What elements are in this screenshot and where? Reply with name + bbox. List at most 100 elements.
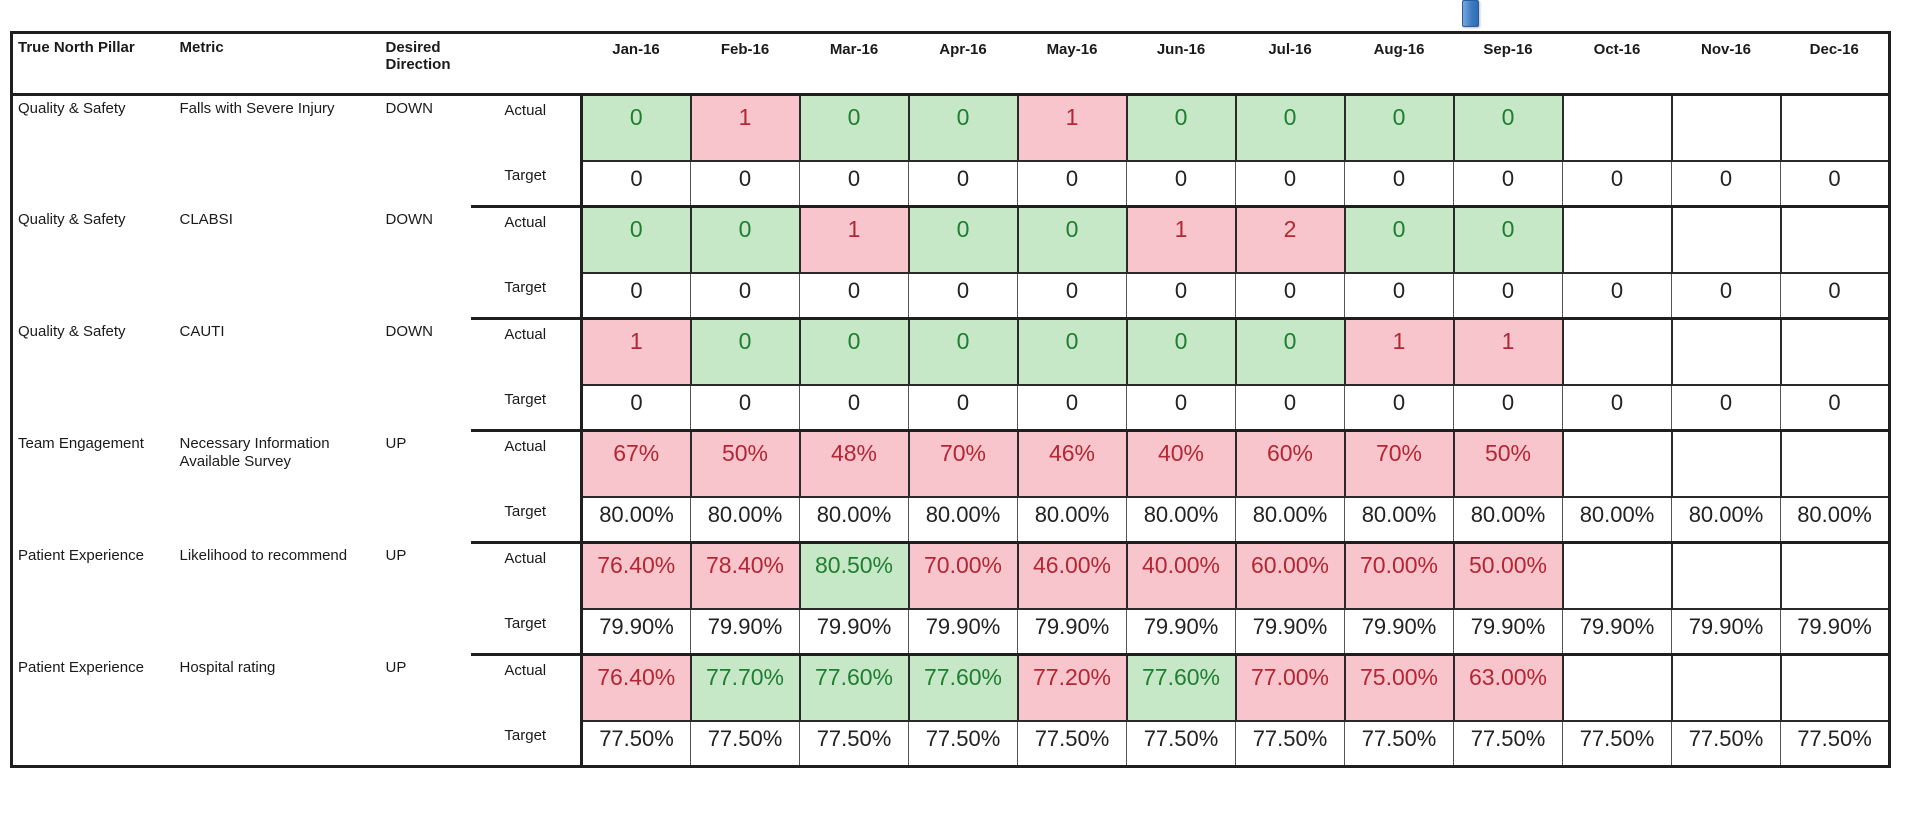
target-value-cell[interactable]: 77.50%: [1780, 720, 1890, 768]
target-value-cell[interactable]: 80.00%: [908, 496, 1018, 544]
actual-value-cell[interactable]: 70%: [1343, 430, 1454, 498]
actual-value-cell[interactable]: [1561, 430, 1672, 498]
target-value-cell[interactable]: 79.90%: [1126, 608, 1236, 656]
metric-name-cell[interactable]: CAUTI: [179, 322, 225, 340]
target-value-cell[interactable]: 79.90%: [1344, 608, 1454, 656]
target-value-cell[interactable]: 0: [1126, 272, 1236, 320]
target-value-cell[interactable]: 77.50%: [1671, 720, 1781, 768]
metric-name-cell[interactable]: Necessary Information Available Survey: [179, 434, 330, 471]
target-value-cell[interactable]: 0: [1453, 384, 1563, 432]
actual-value-cell[interactable]: 46%: [1016, 430, 1127, 498]
actual-value-cell[interactable]: 60.00%: [1234, 542, 1345, 610]
actual-value-cell[interactable]: 78.40%: [689, 542, 800, 610]
actual-value-cell[interactable]: 40%: [1125, 430, 1236, 498]
target-value-cell[interactable]: 80.00%: [1344, 496, 1454, 544]
actual-value-cell[interactable]: 76.40%: [580, 654, 691, 722]
target-value-cell[interactable]: 0: [1235, 160, 1345, 208]
target-value-cell[interactable]: 0: [690, 160, 800, 208]
actual-value-cell[interactable]: 77.70%: [689, 654, 800, 722]
actual-value-cell[interactable]: 0: [1234, 318, 1345, 386]
target-value-cell[interactable]: 0: [1562, 160, 1672, 208]
target-value-cell[interactable]: 79.90%: [1562, 608, 1672, 656]
actual-value-cell[interactable]: 67%: [580, 430, 691, 498]
desired-direction-cell[interactable]: UP: [385, 546, 407, 564]
blue-scroll-marker-icon[interactable]: [1462, 0, 1479, 27]
target-value-cell[interactable]: 0: [1017, 160, 1127, 208]
desired-direction-cell[interactable]: UP: [385, 658, 407, 676]
metric-name-cell[interactable]: Likelihood to recommend: [179, 546, 348, 564]
target-value-cell[interactable]: 0: [1235, 272, 1345, 320]
target-value-cell[interactable]: 80.00%: [1671, 496, 1781, 544]
actual-value-cell[interactable]: [1779, 654, 1890, 722]
target-value-cell[interactable]: 0: [580, 160, 691, 208]
target-value-cell[interactable]: 0: [799, 272, 909, 320]
pillar-cell[interactable]: Quality & Safety: [18, 100, 126, 117]
target-value-cell[interactable]: 80.00%: [1562, 496, 1672, 544]
actual-value-cell[interactable]: [1561, 318, 1672, 386]
actual-value-cell[interactable]: 0: [689, 206, 800, 274]
pillar-cell[interactable]: Patient Experience: [18, 546, 144, 564]
actual-value-cell[interactable]: [1779, 206, 1890, 274]
target-value-cell[interactable]: 0: [580, 384, 691, 432]
target-value-cell[interactable]: 0: [1671, 384, 1781, 432]
actual-value-cell[interactable]: 0: [1452, 206, 1563, 274]
actual-value-cell[interactable]: 1: [1452, 318, 1563, 386]
target-value-cell[interactable]: 0: [580, 272, 691, 320]
target-value-cell[interactable]: 0: [1780, 272, 1890, 320]
target-value-cell[interactable]: 0: [690, 272, 800, 320]
target-value-cell[interactable]: 0: [1235, 384, 1345, 432]
actual-value-cell[interactable]: 0: [689, 318, 800, 386]
target-value-cell[interactable]: 79.90%: [1453, 608, 1563, 656]
actual-value-cell[interactable]: 0: [1016, 206, 1127, 274]
target-value-cell[interactable]: 80.00%: [1453, 496, 1563, 544]
actual-value-cell[interactable]: 76.40%: [580, 542, 691, 610]
actual-value-cell[interactable]: [1670, 206, 1781, 274]
target-value-cell[interactable]: 79.90%: [1235, 608, 1345, 656]
pillar-cell[interactable]: Quality & Safety: [18, 210, 126, 228]
target-value-cell[interactable]: 80.00%: [1780, 496, 1890, 544]
metric-name-cell[interactable]: CLABSI: [179, 210, 233, 228]
actual-value-cell[interactable]: 50%: [689, 430, 800, 498]
actual-value-cell[interactable]: [1670, 654, 1781, 722]
actual-value-cell[interactable]: 1: [798, 206, 909, 274]
target-value-cell[interactable]: 0: [799, 160, 909, 208]
target-value-cell[interactable]: 77.50%: [690, 720, 800, 768]
actual-value-cell[interactable]: 0: [1343, 94, 1454, 162]
target-value-cell[interactable]: 79.90%: [1780, 608, 1890, 656]
actual-value-cell[interactable]: 0: [907, 94, 1018, 162]
target-value-cell[interactable]: 77.50%: [908, 720, 1018, 768]
actual-value-cell[interactable]: 0: [1016, 318, 1127, 386]
metric-name-cell[interactable]: Falls with Severe Injury: [179, 100, 335, 117]
pillar-cell[interactable]: Quality & Safety: [18, 322, 126, 340]
actual-value-cell[interactable]: 0: [1452, 94, 1563, 162]
actual-value-cell[interactable]: 77.60%: [798, 654, 909, 722]
target-value-cell[interactable]: 0: [1344, 384, 1454, 432]
actual-value-cell[interactable]: 0: [1125, 318, 1236, 386]
actual-value-cell[interactable]: [1779, 318, 1890, 386]
actual-value-cell[interactable]: [1670, 430, 1781, 498]
actual-value-cell[interactable]: [1779, 430, 1890, 498]
actual-value-cell[interactable]: 1: [689, 94, 800, 162]
actual-value-cell[interactable]: 1: [1016, 94, 1127, 162]
actual-value-cell[interactable]: 50.00%: [1452, 542, 1563, 610]
actual-value-cell[interactable]: [1670, 318, 1781, 386]
actual-value-cell[interactable]: 0: [580, 94, 691, 162]
target-value-cell[interactable]: 0: [908, 160, 1018, 208]
actual-value-cell[interactable]: 77.00%: [1234, 654, 1345, 722]
actual-value-cell[interactable]: 70%: [907, 430, 1018, 498]
target-value-cell[interactable]: 77.50%: [1235, 720, 1345, 768]
target-value-cell[interactable]: 80.00%: [1126, 496, 1236, 544]
actual-value-cell[interactable]: 0: [580, 206, 691, 274]
target-value-cell[interactable]: 79.90%: [799, 608, 909, 656]
target-value-cell[interactable]: 0: [1671, 272, 1781, 320]
actual-value-cell[interactable]: [1561, 94, 1672, 162]
actual-value-cell[interactable]: 77.20%: [1016, 654, 1127, 722]
actual-value-cell[interactable]: 77.60%: [907, 654, 1018, 722]
pillar-cell[interactable]: Patient Experience: [18, 658, 144, 676]
actual-value-cell[interactable]: 0: [798, 318, 909, 386]
actual-value-cell[interactable]: [1779, 542, 1890, 610]
target-value-cell[interactable]: 80.00%: [799, 496, 909, 544]
target-value-cell[interactable]: 80.00%: [690, 496, 800, 544]
metric-name-cell[interactable]: Hospital rating: [179, 658, 276, 676]
actual-value-cell[interactable]: 50%: [1452, 430, 1563, 498]
